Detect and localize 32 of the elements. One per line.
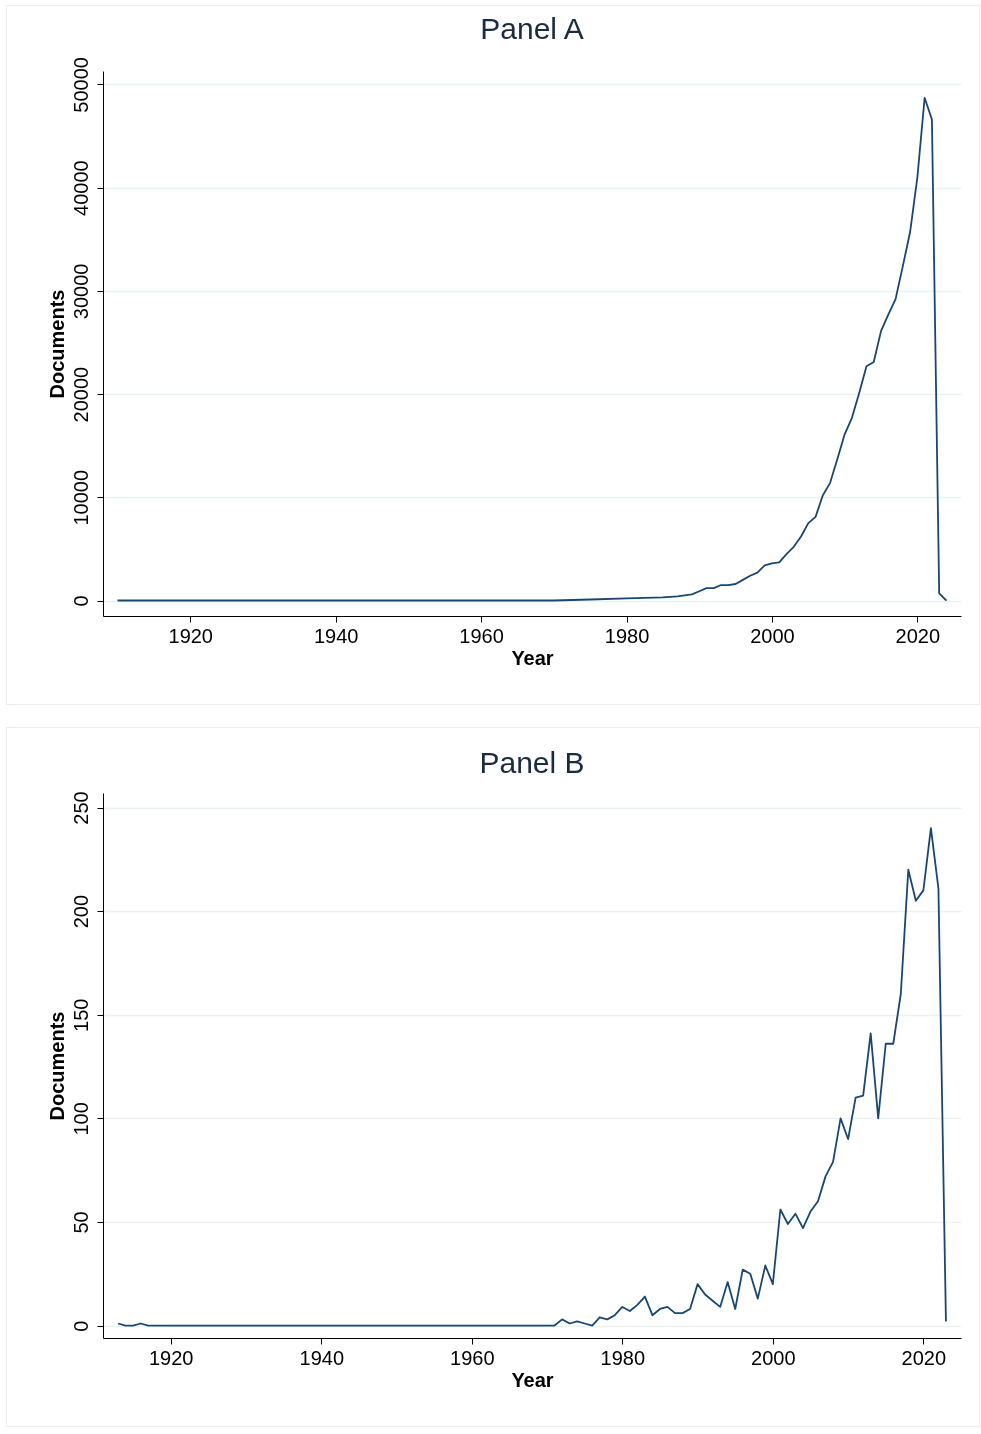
y-tick-label: 20000 (69, 366, 92, 423)
y-tick-label: 30000 (69, 263, 92, 320)
line-series (116, 96, 948, 602)
y-axis-title: Documents (45, 289, 68, 399)
x-tick-label: 1940 (299, 1346, 345, 1369)
y-axis-title: Documents (45, 1011, 68, 1121)
y-tick-label: 150 (69, 998, 92, 1032)
x-tick-label: 1920 (168, 624, 213, 647)
y-tick-label: 40000 (69, 160, 92, 216)
x-tick-label: 1960 (450, 1346, 495, 1369)
x-tick-label: 1980 (604, 624, 650, 647)
y-tick-label: 200 (69, 894, 92, 929)
y-tick-label: 250 (69, 791, 92, 825)
chart-title: Panel B (479, 745, 585, 779)
x-tick-label: 1960 (459, 624, 504, 647)
y-tick-label: 50000 (69, 57, 92, 113)
y-tick-label: 0 (69, 1320, 92, 1332)
x-tick-label: 1920 (148, 1346, 194, 1369)
x-tick-label: 1940 (313, 624, 359, 647)
y-tick-label: 100 (69, 1102, 92, 1136)
x-tick-label: 2000 (750, 624, 795, 647)
x-tick-label: 1980 (600, 1346, 646, 1369)
x-tick-label: 2000 (751, 1346, 796, 1369)
x-axis-title: Year (511, 646, 554, 669)
chart-title: Panel A (480, 11, 584, 45)
x-tick-label: 2020 (895, 624, 941, 647)
y-tick-label: 0 (69, 595, 92, 607)
x-tick-label: 2020 (901, 1346, 947, 1369)
line-series (117, 827, 947, 1327)
x-axis-title: Year (511, 1368, 554, 1391)
y-tick-label: 10000 (69, 469, 92, 526)
y-tick-label: 50 (69, 1211, 92, 1234)
